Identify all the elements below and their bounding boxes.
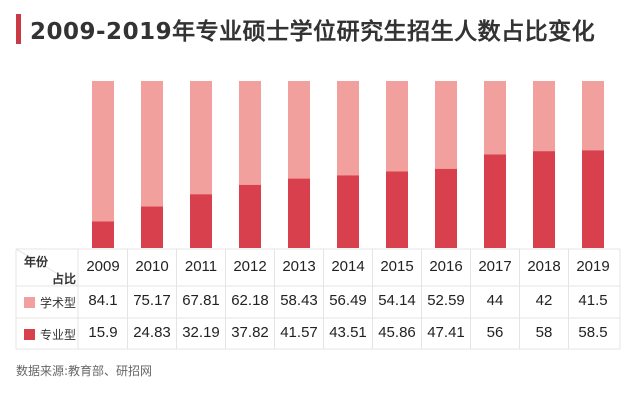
professional-data-label: 58.5: [578, 324, 608, 341]
bar-academic-2019: [582, 81, 604, 151]
bar-academic-2017: [484, 81, 506, 155]
bar-professional-2014: [337, 175, 359, 248]
year-tick-label: 2016: [429, 258, 463, 275]
year-tick-label: 2011: [184, 258, 218, 275]
professional-row-label: 专业型: [40, 328, 77, 342]
year-tick-label: 2018: [527, 258, 561, 275]
academic-data-label: 44: [486, 292, 504, 309]
year-tick-label: 2017: [478, 258, 512, 275]
academic-data-label: 54.14: [378, 292, 416, 309]
bar-academic-2016: [435, 81, 457, 169]
data-source-note: 数据来源:教育部、研招网: [16, 364, 153, 378]
year-tick-label: 2015: [380, 258, 414, 275]
professional-data-label: 24.83: [133, 324, 171, 341]
academic-data-label: 52.59: [427, 292, 465, 309]
bar-professional-2012: [239, 184, 261, 248]
table-corner-year-label: 年份: [24, 255, 49, 269]
professional-data-label: 58: [535, 324, 553, 341]
academic-data-label: 42: [535, 292, 553, 309]
year-tick-label: 2013: [282, 258, 316, 275]
academic-data-label: 58.43: [280, 292, 318, 309]
bar-academic-2015: [386, 81, 408, 172]
bar-academic-2010: [141, 81, 163, 207]
bar-professional-2010: [141, 206, 163, 248]
professional-data-label: 47.41: [427, 324, 465, 341]
academic-data-label: 62.18: [231, 292, 269, 309]
professional-legend-swatch: [24, 329, 35, 340]
academic-legend-swatch: [24, 297, 35, 308]
bar-academic-2012: [239, 81, 261, 185]
year-tick-label: 2012: [233, 258, 267, 275]
table-corner-ratio-label: 占比: [52, 272, 77, 286]
academic-data-label: 67.81: [182, 292, 220, 309]
bar-professional-2018: [533, 151, 555, 248]
professional-data-label: 56: [486, 324, 504, 341]
bar-professional-2015: [386, 171, 408, 248]
bar-academic-2011: [190, 81, 212, 195]
professional-data-label: 45.86: [378, 324, 416, 341]
bar-professional-2017: [484, 154, 506, 248]
academic-data-label: 56.49: [329, 292, 367, 309]
professional-data-label: 41.57: [280, 324, 318, 341]
professional-data-label: 15.9: [88, 324, 118, 341]
academic-row-label: 学术型: [40, 296, 77, 310]
bar-academic-2018: [533, 81, 555, 152]
professional-data-label: 37.82: [231, 324, 269, 341]
bar-professional-2016: [435, 168, 457, 248]
bar-professional-2009: [92, 221, 114, 248]
academic-data-label: 75.17: [133, 292, 171, 309]
bar-academic-2013: [288, 81, 310, 179]
academic-data-label: 84.1: [88, 292, 118, 309]
year-tick-label: 2014: [331, 258, 365, 275]
year-tick-label: 2009: [86, 258, 120, 275]
bar-academic-2014: [337, 81, 359, 176]
academic-data-label: 41.5: [578, 292, 608, 309]
bar-professional-2011: [190, 194, 212, 248]
bar-professional-2013: [288, 178, 310, 248]
chart-title: 2009-2019年专业硕士学位研究生招生人数占比变化: [30, 19, 596, 45]
bar-professional-2019: [582, 150, 604, 248]
bar-academic-2009: [92, 81, 114, 222]
year-tick-label: 2010: [135, 258, 169, 275]
year-tick-label: 2019: [576, 258, 610, 275]
title-accent-bar: [16, 14, 21, 44]
professional-data-label: 32.19: [182, 324, 220, 341]
table-corner-diagonal: [15, 248, 79, 287]
professional-data-label: 43.51: [329, 324, 367, 341]
